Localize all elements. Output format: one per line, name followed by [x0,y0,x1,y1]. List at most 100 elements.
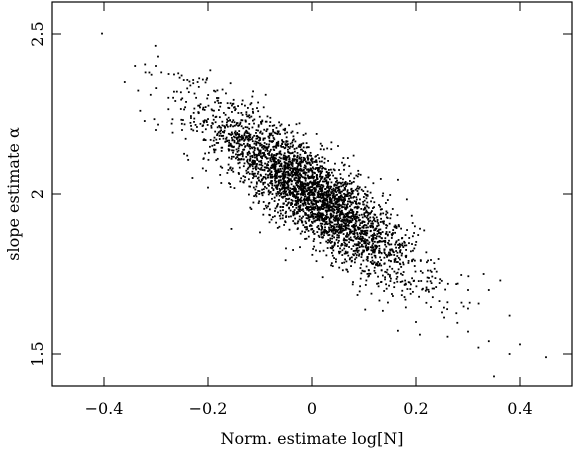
data-point [314,206,317,208]
data-point [291,162,294,165]
data-point [293,190,296,193]
data-point [296,131,299,134]
data-point [329,174,331,177]
data-point [221,88,224,91]
data-point [398,244,401,246]
data-point [348,258,351,261]
data-point [353,243,356,246]
data-point [387,301,389,304]
data-point [352,180,355,183]
data-point [354,237,357,240]
data-point [342,189,345,192]
data-point [328,206,331,209]
data-point [252,172,255,175]
data-point [139,109,142,112]
data-point [350,265,352,267]
data-point [285,171,288,173]
data-point [404,234,407,236]
data-point [240,153,242,155]
data-point [298,198,301,201]
data-point [431,296,434,299]
data-point [348,241,351,244]
data-point [356,175,359,178]
data-point [381,240,384,243]
data-point [325,179,328,182]
data-point [266,163,269,165]
data-point [378,247,381,250]
data-point [357,237,360,240]
data-point [346,193,349,196]
data-point [275,145,277,148]
data-point [328,226,330,229]
data-point [343,238,346,241]
data-point [467,289,469,291]
data-point [335,260,337,263]
data-point [419,333,421,336]
data-point [384,270,387,273]
data-point [353,216,355,219]
x-tick-label: 0 [307,399,317,418]
data-point [376,235,378,238]
data-point [313,175,316,178]
data-point [284,143,287,146]
data-point [325,240,328,243]
data-point [319,185,322,188]
data-point [338,197,340,200]
x-tick-label: −0.4 [85,399,124,418]
data-point [282,176,285,179]
data-point [371,238,374,241]
data-point [355,243,358,246]
data-point [318,216,321,219]
data-point [414,270,417,273]
data-point [487,340,490,343]
data-point [328,197,331,200]
data-point [399,281,402,283]
data-point [341,220,344,223]
data-point [334,203,337,205]
data-point [258,160,260,163]
data-point [271,176,274,179]
data-point [308,176,311,179]
data-point [238,161,241,164]
data-point [224,126,227,128]
data-point [247,138,249,141]
data-point [341,181,344,184]
data-point [309,211,312,214]
data-point [367,243,370,245]
data-point [412,290,414,293]
data-point [370,234,373,237]
data-point [288,180,291,183]
data-point [389,194,392,196]
data-point [296,167,299,170]
data-point [252,110,254,113]
data-point [319,172,322,175]
data-point [317,213,319,216]
data-point [253,134,256,137]
data-point [316,217,319,220]
data-point [347,192,350,194]
data-point [223,129,226,132]
data-point [194,124,197,126]
data-point [273,124,276,127]
data-point [354,258,356,261]
data-point [257,171,260,173]
data-point [292,220,295,222]
data-point [237,158,240,161]
data-point [319,222,322,225]
data-point [293,195,295,198]
data-point [312,167,315,170]
data-point [270,154,273,157]
data-point [246,142,249,145]
data-point [363,212,366,215]
data-point [405,256,407,259]
data-point [304,183,307,186]
data-point [233,124,236,127]
data-point [342,164,345,167]
data-point [204,152,207,155]
data-point [202,158,205,160]
data-point [270,132,273,135]
data-point [231,104,233,107]
data-point [303,166,306,169]
data-point [275,184,278,187]
data-point [273,184,276,187]
